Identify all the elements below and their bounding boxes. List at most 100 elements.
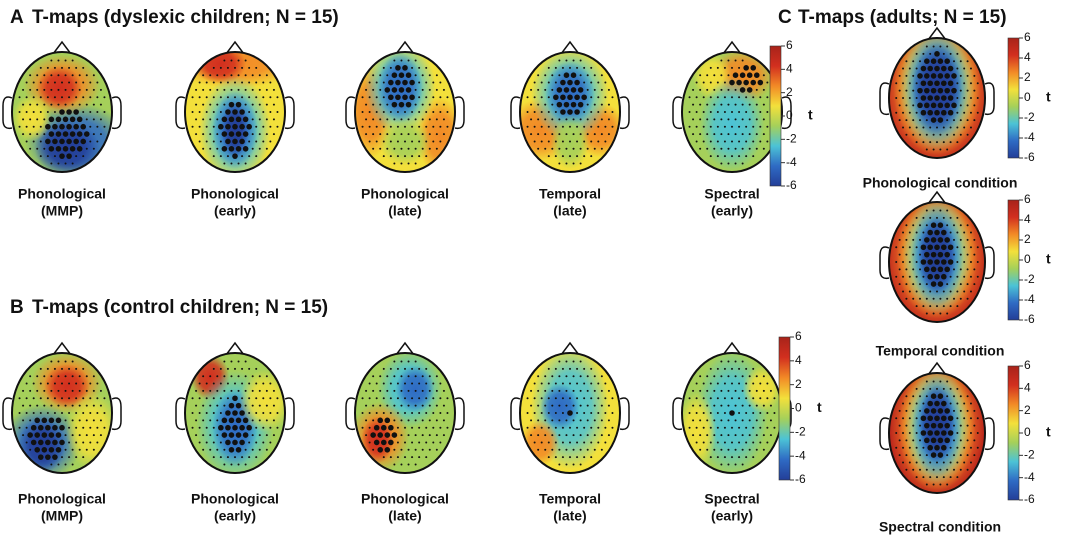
electrode xyxy=(727,162,730,165)
significant-electrode xyxy=(930,422,937,429)
electrode xyxy=(963,275,966,278)
electrode xyxy=(439,140,442,143)
electrode xyxy=(966,395,969,398)
electrode xyxy=(92,133,95,136)
electrode xyxy=(572,162,575,165)
electrode xyxy=(389,412,392,414)
electrode xyxy=(372,118,375,121)
electrode xyxy=(29,404,32,407)
electrode xyxy=(372,147,375,150)
significant-electrode xyxy=(66,123,72,130)
significant-electrode xyxy=(388,94,394,101)
electrode xyxy=(389,111,392,113)
electrode xyxy=(912,297,915,300)
electrode xyxy=(96,382,99,385)
electrode xyxy=(699,118,702,121)
significant-electrode xyxy=(732,72,739,78)
significant-electrode xyxy=(405,72,412,78)
electrode xyxy=(251,404,254,407)
electrode xyxy=(762,118,765,121)
electrode xyxy=(912,104,915,107)
electrode xyxy=(32,140,35,143)
electrode xyxy=(565,419,568,422)
colorbar-tick-label: -4 xyxy=(795,448,806,462)
electrode xyxy=(36,389,39,392)
electrode xyxy=(688,125,691,128)
electrode xyxy=(258,118,261,121)
electrode xyxy=(759,441,762,444)
electrode xyxy=(976,261,979,263)
electrode xyxy=(414,118,417,121)
electrode xyxy=(959,454,962,457)
significant-electrode xyxy=(377,447,384,453)
electrode xyxy=(407,59,410,62)
electrode xyxy=(956,387,959,390)
electrode xyxy=(68,96,71,99)
significant-electrode xyxy=(30,424,37,431)
electrode xyxy=(915,111,918,114)
electrode xyxy=(898,74,901,77)
electrode xyxy=(723,111,726,113)
electrode xyxy=(379,389,382,392)
electrode xyxy=(425,397,428,400)
electrode xyxy=(956,261,959,263)
electrode xyxy=(540,382,543,385)
electrode xyxy=(597,426,600,429)
electrode xyxy=(46,66,49,69)
electrode xyxy=(202,375,205,378)
electrode xyxy=(908,417,911,420)
colorbar-tick-label: -2 xyxy=(1024,448,1035,462)
electrode xyxy=(251,133,254,136)
electrode xyxy=(720,389,723,392)
electrode xyxy=(908,126,911,129)
electrode xyxy=(396,111,399,113)
electrode xyxy=(255,397,258,400)
electrode xyxy=(908,231,911,234)
electrode xyxy=(561,140,564,143)
significant-electrode xyxy=(221,116,228,123)
electrode xyxy=(741,419,744,422)
electrode xyxy=(428,404,431,407)
ear xyxy=(345,397,356,431)
electrode xyxy=(956,126,959,129)
electrode xyxy=(583,382,586,385)
electrode xyxy=(554,412,557,414)
electrode xyxy=(942,126,945,129)
colorbar-tick-label: 0 xyxy=(1024,425,1031,439)
electrode xyxy=(959,60,962,63)
electrode xyxy=(251,389,254,392)
electrode xyxy=(898,268,901,271)
electrode xyxy=(734,147,737,150)
electrode xyxy=(432,397,435,400)
electrode xyxy=(195,103,198,106)
electrode xyxy=(949,275,952,278)
electrode xyxy=(727,448,730,451)
significant-electrode xyxy=(391,72,398,78)
electrode xyxy=(57,103,60,106)
electrode xyxy=(46,155,49,158)
topomap xyxy=(889,373,985,493)
electrode xyxy=(244,162,247,165)
electrode xyxy=(966,238,969,241)
electrode xyxy=(576,426,579,429)
significant-electrode xyxy=(225,439,231,446)
electrode xyxy=(368,140,371,143)
electrode xyxy=(230,375,233,378)
electrode xyxy=(579,118,582,121)
electrode xyxy=(379,147,382,150)
electrode xyxy=(43,103,46,106)
electrode xyxy=(966,74,969,77)
electrode xyxy=(78,103,81,106)
significant-electrode xyxy=(944,58,950,64)
ear xyxy=(284,397,295,431)
significant-electrode xyxy=(937,222,944,228)
electrode xyxy=(61,456,63,459)
electrode xyxy=(32,81,35,84)
electrode xyxy=(925,224,928,227)
significant-electrode xyxy=(577,101,584,108)
electrode xyxy=(544,419,547,422)
electrode xyxy=(572,389,575,392)
electrode xyxy=(600,389,603,392)
electrode xyxy=(949,461,952,464)
electrode xyxy=(425,66,428,69)
